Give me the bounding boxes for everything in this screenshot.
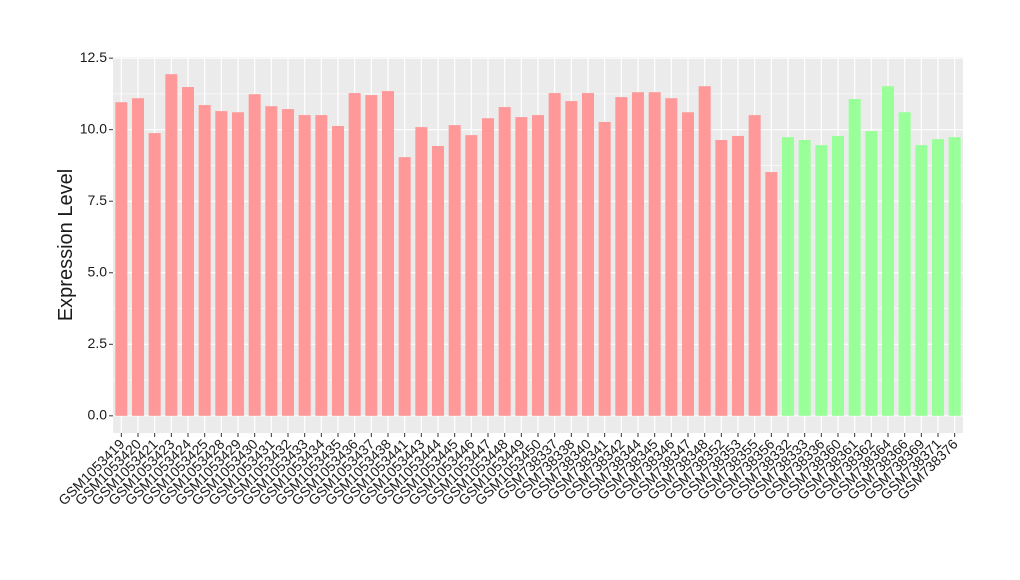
bar: [815, 145, 828, 416]
bar: [615, 97, 628, 416]
bar: [665, 98, 678, 416]
bar: [498, 107, 511, 416]
bar: [332, 125, 344, 416]
bar: [832, 135, 844, 416]
bar: [765, 172, 778, 416]
bar: [598, 121, 611, 416]
bar: [215, 111, 228, 416]
bar: [115, 102, 128, 416]
y-axis-title: Expression Level: [55, 169, 77, 321]
bar: [265, 106, 278, 416]
bar: [548, 93, 561, 416]
bar: [915, 145, 928, 416]
bar: [632, 92, 644, 416]
bar: [232, 112, 244, 416]
bar: [415, 127, 428, 416]
bar: [648, 92, 661, 416]
bar: [432, 145, 444, 416]
bar: [848, 99, 861, 416]
bar: [448, 125, 461, 416]
bar: [282, 109, 294, 416]
y-tick-label: 7.5: [88, 192, 108, 208]
bar: [532, 115, 544, 416]
bar: [248, 94, 261, 416]
bars: [115, 74, 961, 416]
bar: [298, 115, 311, 416]
bar: [682, 112, 694, 416]
bar: [315, 115, 328, 416]
bar: [715, 139, 728, 416]
bar: [865, 131, 878, 416]
bar: [882, 86, 894, 416]
bar: [465, 135, 478, 416]
bar: [148, 133, 161, 416]
bar: [198, 105, 211, 416]
bar: [898, 112, 911, 416]
bar: [748, 115, 761, 416]
bar: [565, 101, 578, 416]
bar: [732, 135, 744, 416]
bar: [782, 137, 794, 416]
bar: [182, 87, 194, 416]
bar: [132, 98, 144, 416]
bar: [932, 139, 944, 416]
bar: [382, 91, 394, 416]
bar: [398, 157, 411, 416]
y-tick-label: 12.5: [80, 49, 107, 65]
bar: [798, 139, 811, 416]
y-tick-label: 5.0: [88, 263, 108, 279]
bar: [698, 86, 711, 416]
bar: [348, 93, 361, 416]
y-tick-label: 10.0: [80, 120, 107, 136]
bar: [482, 118, 494, 416]
bar: [948, 137, 961, 416]
bar: [165, 74, 178, 416]
y-tick-label: 0.0: [88, 407, 108, 423]
y-tick-label: 2.5: [88, 335, 108, 351]
bar: [582, 93, 594, 416]
bar: [365, 95, 378, 416]
bar: [515, 117, 528, 416]
